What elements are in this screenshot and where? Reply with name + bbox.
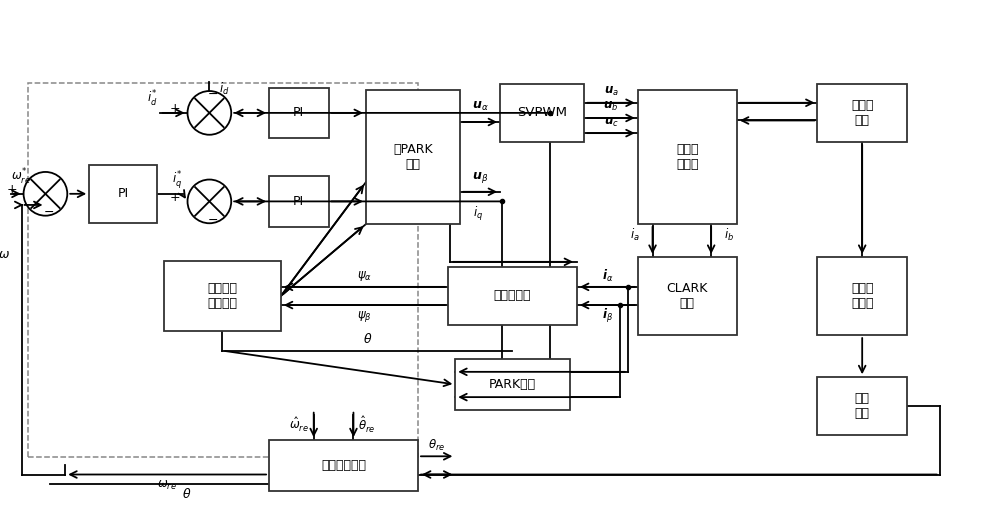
Text: +: + [169,191,180,204]
Bar [269,88,329,138]
Text: $\boldsymbol{u}_a$: $\boldsymbol{u}_a$ [604,85,619,98]
Text: $\psi_\alpha$: $\psi_\alpha$ [357,269,372,282]
Text: $\theta$: $\theta$ [363,332,372,347]
Text: $\theta$: $\theta$ [182,487,192,501]
Bar [638,257,737,335]
Text: −: − [44,206,55,219]
Text: 旋转变
压器: 旋转变 压器 [851,99,873,127]
Text: $\boldsymbol{u}_c$: $\boldsymbol{u}_c$ [604,116,619,129]
Text: PI: PI [117,187,128,201]
Bar [269,440,418,491]
Bar [500,84,584,142]
Text: $\omega_{re}$: $\omega_{re}$ [157,479,177,492]
Text: $\boldsymbol{i}_\beta$: $\boldsymbol{i}_\beta$ [602,307,613,325]
Text: $i_q^{*}$: $i_q^{*}$ [172,168,183,191]
Circle shape [188,180,231,223]
Text: $\boldsymbol{u}_\beta$: $\boldsymbol{u}_\beta$ [472,170,488,185]
Bar [89,165,157,223]
Text: PI: PI [293,106,304,120]
Bar [164,261,281,331]
Text: $\boldsymbol{u}_\alpha$: $\boldsymbol{u}_\alpha$ [472,100,488,114]
Text: $\theta_{re}$: $\theta_{re}$ [428,438,445,453]
Text: SVPWM: SVPWM [517,106,567,120]
Text: 前馈及锁
相环控制: 前馈及锁 相环控制 [207,282,237,310]
Text: $\hat{\omega}_{re}$: $\hat{\omega}_{re}$ [289,416,309,434]
Circle shape [24,172,67,216]
Circle shape [188,91,231,135]
Text: −: − [208,88,219,101]
Text: 速度
计算: 速度 计算 [855,392,870,420]
Text: PI: PI [293,195,304,208]
Text: $\psi_\beta$: $\psi_\beta$ [357,308,372,324]
Text: PARK变换: PARK变换 [489,378,536,391]
Text: −: − [208,214,219,227]
Text: 位置状
态检测: 位置状 态检测 [851,282,873,310]
Text: +: + [169,102,180,116]
Bar [448,267,577,325]
Bar [28,82,418,457]
Text: 故障状态切换: 故障状态切换 [321,459,366,472]
Text: +: + [6,183,17,196]
Text: 逆PARK
变换: 逆PARK 变换 [393,143,433,171]
Bar [817,377,907,435]
Bar [817,257,907,335]
Text: $\boldsymbol{u}_b$: $\boldsymbol{u}_b$ [603,100,619,114]
Text: $i_q$: $i_q$ [473,205,483,223]
Text: CLARK
变换: CLARK 变换 [667,282,708,310]
Bar [455,359,570,410]
Text: 滑模观测器: 滑模观测器 [494,290,531,302]
Text: $\boldsymbol{i}_\alpha$: $\boldsymbol{i}_\alpha$ [602,268,613,284]
Text: $i_d$: $i_d$ [219,81,230,97]
Bar [638,90,737,224]
Text: $i_a$: $i_a$ [630,227,640,243]
Bar [366,90,460,224]
Text: 永磁同
步电机: 永磁同 步电机 [676,143,699,171]
Bar [269,176,329,227]
Text: $i_d^{*}$: $i_d^{*}$ [147,89,158,109]
Text: $\hat{\theta}_{re}$: $\hat{\theta}_{re}$ [358,415,376,435]
Bar [817,84,907,142]
Text: $\omega$: $\omega$ [0,248,10,261]
Text: $i_b$: $i_b$ [724,227,734,243]
Text: $\omega_{re}^{*}$: $\omega_{re}^{*}$ [11,167,31,187]
